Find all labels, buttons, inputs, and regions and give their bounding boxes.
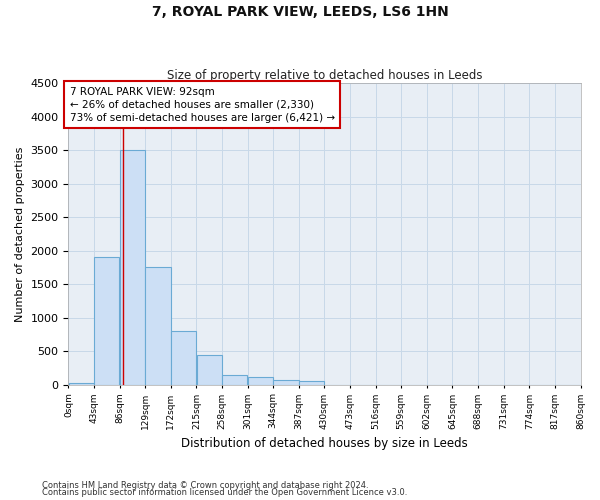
Text: 7 ROYAL PARK VIEW: 92sqm
← 26% of detached houses are smaller (2,330)
73% of sem: 7 ROYAL PARK VIEW: 92sqm ← 26% of detach… (70, 86, 335, 123)
X-axis label: Distribution of detached houses by size in Leeds: Distribution of detached houses by size … (181, 437, 468, 450)
Bar (94, 258, 119, 384)
Bar (171, 331, 196, 384)
Bar (299, 380, 324, 384)
Bar (68, 382, 94, 384)
Bar (248, 378, 273, 384)
Text: 7, ROYAL PARK VIEW, LEEDS, LS6 1HN: 7, ROYAL PARK VIEW, LEEDS, LS6 1HN (152, 5, 448, 19)
Text: Contains public sector information licensed under the Open Government Licence v3: Contains public sector information licen… (42, 488, 407, 497)
Bar (222, 374, 247, 384)
Bar (145, 268, 170, 384)
Bar (274, 380, 299, 384)
Text: Contains HM Land Registry data © Crown copyright and database right 2024.: Contains HM Land Registry data © Crown c… (42, 480, 368, 490)
Title: Size of property relative to detached houses in Leeds: Size of property relative to detached ho… (167, 69, 482, 82)
Y-axis label: Number of detached properties: Number of detached properties (15, 146, 25, 322)
Bar (120, 150, 145, 384)
Bar (197, 354, 222, 384)
